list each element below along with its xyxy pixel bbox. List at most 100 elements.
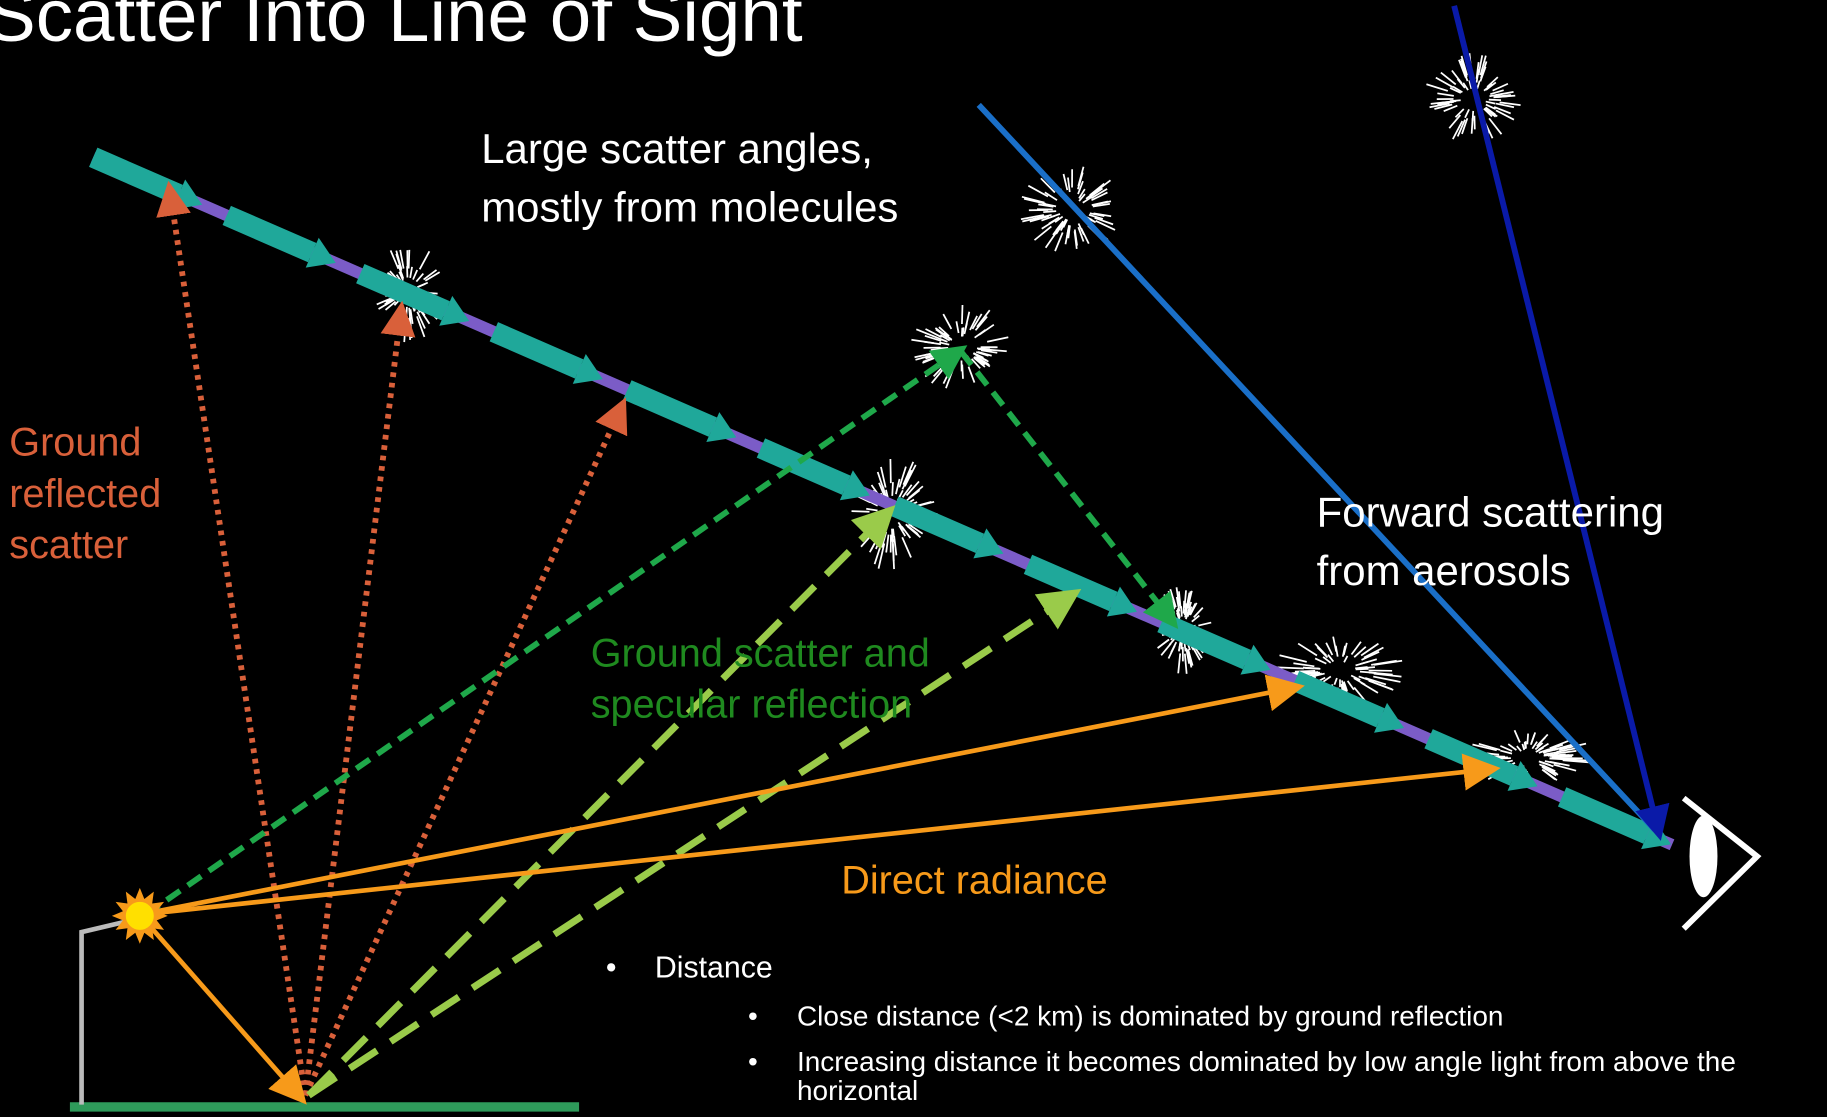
label: reflected [9, 472, 161, 516]
forward-scatter-ray [979, 105, 1655, 830]
scatter-streak [1525, 742, 1526, 749]
ground-reflected-ray [305, 312, 401, 1095]
scatter-streak [886, 535, 888, 553]
label: from aerosols [1317, 547, 1571, 594]
scatter-streak [1179, 641, 1181, 651]
scatter-streak [1550, 762, 1569, 766]
scatter-streak [1068, 178, 1070, 192]
scatter-streak [1486, 102, 1496, 104]
scatter-streak [1028, 186, 1048, 197]
label: Direct radiance [841, 859, 1107, 903]
scatter-streak [1452, 70, 1462, 83]
scatter-streak [956, 321, 958, 333]
label: Ground scatter and [591, 631, 930, 675]
ground-reflected-ray [305, 408, 621, 1095]
scatter-streak [1426, 84, 1447, 91]
scatter-streak [1465, 109, 1469, 117]
scatter-streak [975, 317, 987, 331]
scatter-streak [1298, 644, 1317, 656]
scatter-streak [1295, 671, 1315, 672]
los-segment [93, 157, 178, 194]
scatter-streak [1549, 759, 1568, 760]
scatter-streak [962, 365, 963, 379]
title: Scatter Into Line of Sight [0, 0, 803, 57]
eye [1684, 798, 1757, 929]
scatter-streak [852, 511, 870, 512]
scatter-streak [1280, 655, 1307, 662]
label: specular reflection [591, 683, 912, 727]
forward-scatter-ray [1454, 6, 1658, 830]
scatter-streak [902, 537, 911, 557]
label: Large scatter angles, [481, 125, 873, 172]
scatter-streak [1531, 732, 1535, 743]
scatter-streak [866, 509, 877, 511]
bullet-text: Close distance (<2 km) is dominated by g… [797, 1001, 1503, 1032]
los-segment [627, 390, 712, 427]
label: scatter [9, 523, 128, 567]
scatter-streak [1522, 744, 1524, 750]
bullet-text: Distance [655, 950, 773, 985]
sub-bullet: Close distance (<2 km) is dominated by g… [748, 1002, 1823, 1031]
scatter-streak [1304, 668, 1320, 669]
sub-bullet: Increasing distance it becomes dominated… [748, 1048, 1823, 1107]
stage: Scatter Into Line of Sight Large scatter… [0, 0, 1827, 1117]
los-segment [761, 448, 846, 485]
slide: Scatter Into Line of Sight Large scatter… [0, 0, 1827, 1117]
scatter-streak [1348, 681, 1354, 690]
ground-reflected-ray [170, 192, 305, 1095]
scatter-streak [416, 274, 423, 282]
direct-ray [140, 915, 301, 1098]
scatter-streak [413, 270, 417, 280]
scatter-streak [963, 327, 964, 336]
scatter-streak [1171, 642, 1176, 653]
scatter-streak [1517, 746, 1521, 751]
scatter-streak [1493, 84, 1508, 91]
scatter-streak [1344, 656, 1347, 662]
scatter-streak [1293, 663, 1314, 666]
los-segment [1162, 622, 1247, 659]
scatter-streak [1334, 678, 1336, 685]
scatter-streak [1055, 232, 1063, 251]
bullet-text: Increasing distance it becomes dominated… [797, 1047, 1736, 1108]
scatter-streak [1472, 118, 1473, 134]
scatter-streak [1181, 606, 1182, 616]
bullet: Distance Close distance (<2 km) is domin… [606, 950, 1824, 1107]
scatter-streak [1063, 174, 1067, 190]
scatter-streak [969, 367, 975, 383]
los-segment [227, 215, 312, 252]
scatter-streak [1326, 643, 1332, 655]
scatter-streak [987, 337, 1008, 341]
scatter-streak [1515, 730, 1520, 742]
los-segment [494, 332, 579, 369]
los-segment [1028, 564, 1113, 601]
label: mostly from molecules [481, 183, 898, 230]
scatter-streak [893, 539, 894, 561]
scatter-streak [962, 305, 963, 324]
scatter-streak [943, 314, 951, 329]
scatter-streak [861, 517, 875, 520]
scatter-streak [892, 482, 893, 496]
pole [82, 920, 131, 1104]
scatter-streak [911, 340, 933, 343]
scatter-streak [419, 283, 428, 287]
scatter-streak [966, 312, 970, 328]
scatter-streak [1369, 673, 1393, 675]
scatter-streak [1489, 118, 1501, 134]
scatter-streak [1527, 734, 1528, 745]
scatter-streak [1185, 654, 1187, 674]
scatter-streak [409, 308, 410, 322]
scatter-streak [1450, 100, 1461, 101]
scatter-streak [409, 250, 410, 269]
scatter-streak [1315, 644, 1326, 656]
scatter-streak [1043, 211, 1056, 212]
bullet-list: Distance Close distance (<2 km) is domin… [606, 950, 1824, 1107]
scatter-streak [420, 251, 430, 269]
scatter-streak [1336, 646, 1338, 657]
label: Forward scattering [1317, 489, 1664, 536]
scatter-streak [1075, 229, 1077, 245]
scatter-streak [410, 267, 412, 278]
scatter-streak [1437, 93, 1453, 96]
scatter-streak [979, 325, 994, 335]
scatter-streak [1198, 623, 1211, 626]
scatter-streak [1178, 653, 1180, 673]
